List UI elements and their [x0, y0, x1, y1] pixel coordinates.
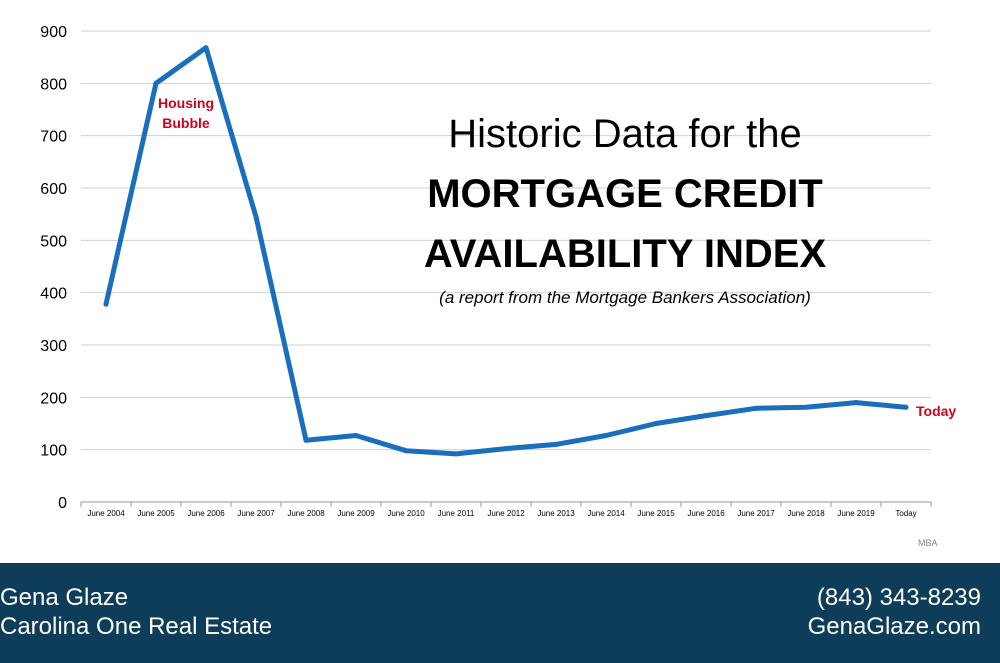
today-annotation: Today	[916, 403, 957, 419]
agent-company: Carolina One Real Estate	[0, 613, 273, 640]
data-point	[403, 448, 409, 454]
data-point	[753, 405, 759, 411]
chart-title-line-3: AVAILABILITY INDEX	[423, 232, 827, 276]
x-tick-label: June 2006	[187, 509, 225, 518]
data-point	[603, 433, 609, 439]
chart-title-line-2: MORTGAGE CREDIT	[427, 172, 823, 216]
source-label: MBA	[918, 538, 938, 548]
y-tick-label: 0	[58, 495, 67, 512]
y-tick-label: 200	[40, 390, 67, 407]
data-point	[453, 451, 459, 457]
x-tick-label: June 2013	[537, 509, 575, 518]
x-axis-ticks: June 2004 June 2005 June 2006 June 2007 June…	[80, 502, 932, 518]
footer-bar: Gena Glaze Carolina One Real Estate (843…	[0, 563, 1000, 663]
x-tick-label: June 2005	[137, 509, 175, 518]
data-point	[503, 446, 509, 452]
chart-title-line-1: Historic Data for the	[448, 112, 802, 156]
website-link[interactable]: GenaGlaze.com	[807, 613, 981, 640]
y-tick-label: 400	[40, 286, 67, 303]
data-point	[203, 45, 209, 51]
y-tick-label: 600	[40, 181, 67, 198]
x-tick-label: June 2018	[787, 509, 825, 518]
y-axis-ticks: 0 100 200 300 400 500 600 700 800 900	[40, 24, 67, 512]
data-point	[153, 80, 159, 86]
y-tick-label: 500	[40, 233, 67, 250]
data-point	[703, 413, 709, 419]
agent-info: Gena Glaze Carolina One Real Estate	[0, 583, 272, 641]
x-tick-label: June 2015	[637, 509, 675, 518]
chart-subtitle: (a report from the Mortgage Bankers Asso…	[439, 288, 811, 307]
data-point	[903, 404, 909, 410]
data-point	[303, 437, 309, 443]
y-tick-label: 100	[40, 443, 67, 460]
x-tick-label: June 2017	[737, 509, 775, 518]
y-tick-label: 900	[40, 24, 67, 41]
data-point	[353, 433, 359, 439]
data-point	[653, 421, 659, 426]
y-tick-label: 700	[40, 129, 67, 146]
annotation-line-1: Housing	[158, 95, 214, 111]
contact-info: (843) 343-8239 GenaGlaze.com	[808, 583, 981, 641]
agent-name: Gena Glaze	[0, 584, 129, 611]
x-tick-label: June 2011	[438, 509, 475, 518]
data-point	[803, 404, 809, 410]
x-tick-label: Today	[895, 509, 916, 518]
phone-number[interactable]: (843) 343-8239	[816, 584, 981, 611]
x-tick-label: June 2016	[687, 509, 725, 518]
y-tick-label: 800	[40, 76, 67, 93]
housing-bubble-annotation: Housing Bubble	[150, 93, 222, 133]
data-point	[103, 301, 109, 307]
data-point	[253, 214, 259, 220]
y-tick-label: 300	[40, 338, 67, 355]
gridlines	[81, 30, 931, 503]
x-tick-label: June 2004	[87, 509, 125, 518]
x-tick-label: June 2012	[487, 509, 525, 518]
x-tick-label: June 2008	[287, 509, 325, 518]
x-tick-label: June 2007	[237, 509, 275, 518]
x-tick-label: June 2009	[337, 509, 375, 518]
x-tick-label: June 2014	[587, 509, 625, 518]
data-point	[853, 400, 859, 406]
x-tick-label: June 2019	[837, 509, 875, 518]
data-point	[553, 441, 559, 447]
annotation-line-2: Bubble	[162, 115, 210, 131]
x-tick-label: June 2010	[387, 509, 425, 518]
